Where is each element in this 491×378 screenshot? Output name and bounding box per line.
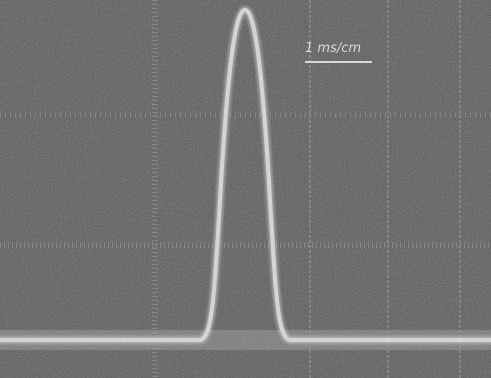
oscilloscope-screen: 1 ms/cm: [0, 0, 491, 378]
film-grain: [0, 0, 491, 378]
scale-annotation: 1 ms/cm: [305, 41, 361, 56]
page: {"annotation": "1 ms/cm"} 1 ms/cm (() =>…: [0, 0, 491, 378]
